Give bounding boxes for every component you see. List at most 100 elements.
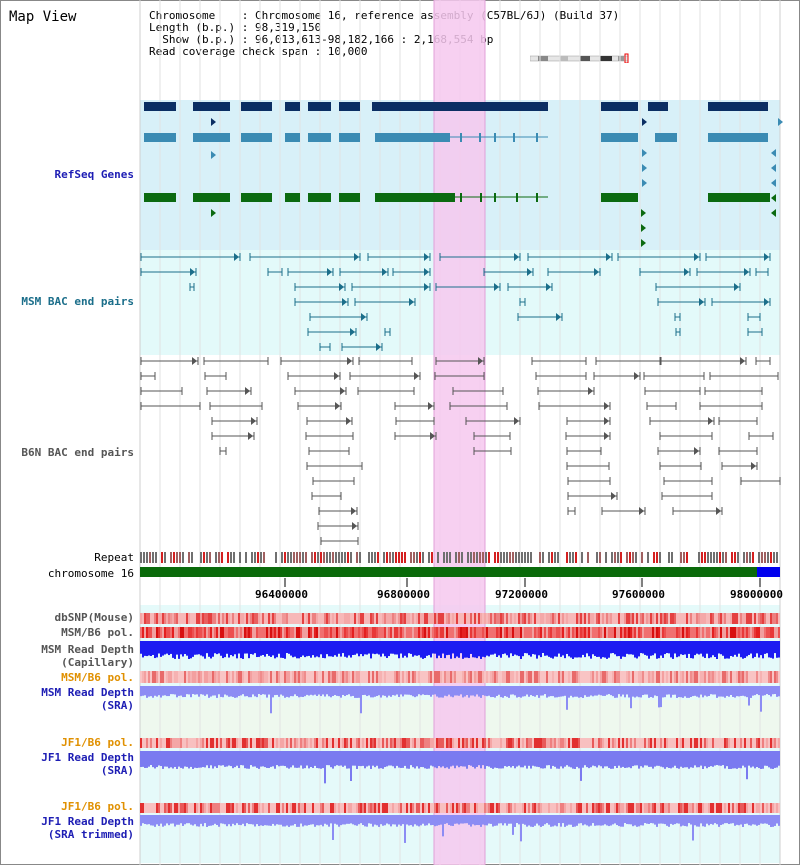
depth-bar bbox=[280, 686, 282, 695]
heat-cell bbox=[664, 671, 666, 683]
depth-bar bbox=[396, 751, 398, 766]
depth-bar bbox=[556, 815, 558, 827]
depth-bar bbox=[374, 751, 376, 768]
heat-cell bbox=[476, 627, 478, 638]
msm-depth-sra-label[interactable]: MSM Read Depth (SRA) bbox=[0, 686, 134, 712]
heat-cell bbox=[256, 803, 258, 813]
msm-bac-label[interactable]: MSM BAC end pairs bbox=[21, 295, 134, 308]
repeat-mark bbox=[140, 552, 142, 563]
depth-bar bbox=[396, 815, 398, 827]
depth-bar bbox=[580, 686, 582, 698]
heat-cell bbox=[314, 671, 316, 683]
heat-cell bbox=[768, 738, 770, 748]
jf1-depth-trimmed-label[interactable]: JF1 Read Depth (SRA trimmed) bbox=[0, 815, 134, 841]
depth-bar bbox=[686, 815, 688, 827]
heat-cell bbox=[548, 627, 550, 638]
depth-bar bbox=[624, 751, 626, 768]
heat-cell bbox=[722, 738, 724, 748]
depth-bar bbox=[362, 815, 364, 826]
depth-bar bbox=[544, 641, 546, 656]
heat-cell bbox=[354, 738, 356, 748]
msm-b6-pol-label-2[interactable]: MSM/B6 pol. bbox=[61, 671, 134, 684]
depth-bar bbox=[718, 641, 720, 654]
depth-bar bbox=[418, 686, 420, 695]
jf1-depth-sra-label[interactable]: JF1 Read Depth (SRA) bbox=[0, 751, 134, 777]
depth-bar bbox=[274, 751, 276, 769]
heat-cell bbox=[628, 613, 630, 624]
heat-cell bbox=[762, 738, 764, 748]
depth-bar bbox=[210, 641, 212, 659]
jf1-b6-pol-label[interactable]: JF1/B6 pol. bbox=[61, 736, 134, 749]
heat-cell bbox=[766, 627, 768, 638]
depth-bar bbox=[316, 686, 318, 696]
msm-b6-pol-label[interactable]: MSM/B6 pol. bbox=[61, 626, 134, 639]
heat-cell bbox=[182, 738, 184, 748]
heat-cell bbox=[266, 671, 268, 683]
depth-bar bbox=[422, 686, 424, 695]
heat-cell bbox=[326, 803, 328, 813]
repeat-mark bbox=[488, 552, 490, 563]
heat-cell bbox=[366, 627, 368, 638]
repeat-mark bbox=[470, 552, 472, 563]
depth-bar bbox=[636, 686, 638, 697]
depth-bar bbox=[476, 815, 478, 825]
heat-cell bbox=[212, 803, 214, 813]
depth-bar bbox=[404, 751, 406, 766]
chromosome-ideogram[interactable] bbox=[530, 53, 630, 63]
depth-bar bbox=[576, 641, 578, 658]
heat-cell bbox=[718, 671, 720, 683]
depth-bar bbox=[558, 641, 560, 654]
depth-bar bbox=[230, 751, 232, 767]
depth-bar bbox=[578, 641, 580, 658]
depth-bar bbox=[640, 751, 642, 767]
heat-cell bbox=[694, 613, 696, 624]
heat-cell bbox=[672, 803, 674, 813]
depth-bar bbox=[756, 751, 758, 768]
depth-bar bbox=[162, 751, 164, 769]
repeat-mark bbox=[713, 552, 715, 563]
depth-bar bbox=[774, 641, 776, 654]
depth-bar bbox=[528, 815, 530, 826]
refseq-genes-label[interactable]: RefSeq Genes bbox=[54, 168, 134, 181]
depth-bar bbox=[324, 641, 326, 659]
heat-cell bbox=[348, 671, 350, 683]
heat-cell bbox=[416, 627, 418, 638]
heat-cell bbox=[340, 613, 342, 624]
heat-cell bbox=[326, 738, 328, 748]
heat-cell bbox=[362, 671, 364, 683]
heat-cell bbox=[466, 803, 468, 813]
depth-bar bbox=[622, 815, 624, 827]
depth-bar bbox=[452, 686, 454, 698]
heat-cell bbox=[624, 803, 626, 813]
depth-bar bbox=[430, 751, 432, 766]
depth-bar bbox=[316, 751, 318, 769]
heat-cell bbox=[676, 613, 678, 624]
heat-cell bbox=[536, 627, 538, 638]
b6n-bac-label[interactable]: B6N BAC end pairs bbox=[21, 446, 134, 459]
depth-bar bbox=[582, 641, 584, 655]
heat-cell bbox=[772, 627, 774, 638]
heat-cell bbox=[178, 613, 180, 624]
heat-cell bbox=[334, 803, 336, 813]
jf1-b6-pol-label-2[interactable]: JF1/B6 pol. bbox=[61, 800, 134, 813]
heat-cell bbox=[744, 738, 746, 748]
depth-bar bbox=[352, 751, 354, 766]
depth-bar bbox=[452, 641, 454, 654]
heat-cell bbox=[478, 671, 480, 683]
heat-cell bbox=[658, 803, 660, 813]
heat-cell bbox=[674, 613, 676, 624]
heat-cell bbox=[180, 627, 182, 638]
depth-bar bbox=[702, 641, 704, 657]
heat-cell bbox=[384, 738, 386, 748]
depth-bar bbox=[750, 751, 752, 768]
depth-bar bbox=[474, 751, 476, 769]
repeat-mark bbox=[734, 552, 736, 563]
msm-depth-capillary-label[interactable]: MSM Read Depth (Capillary) bbox=[0, 643, 134, 669]
strand-arrow bbox=[354, 253, 359, 261]
depth-bar bbox=[236, 751, 238, 766]
dbsnp-label[interactable]: dbSNP(Mouse) bbox=[54, 611, 134, 624]
depth-bar bbox=[518, 751, 520, 766]
repeat-mark bbox=[506, 552, 508, 563]
heat-cell bbox=[392, 627, 394, 638]
